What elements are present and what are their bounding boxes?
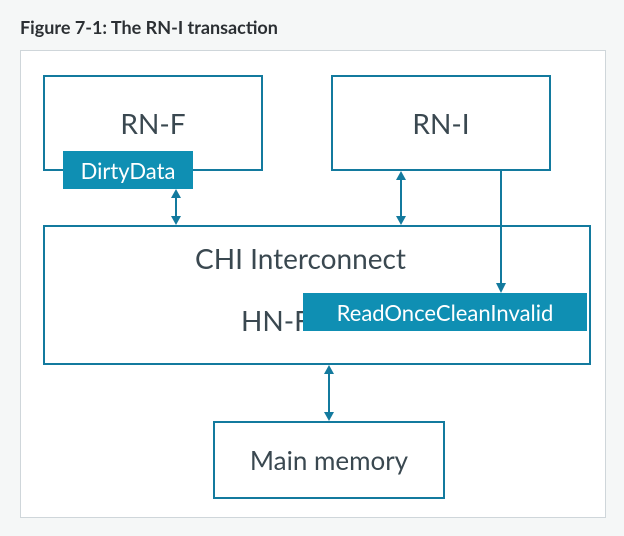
figure-caption: Figure 7-1: The RN-I transaction	[20, 16, 278, 38]
node-hnf-label: HN-F	[241, 303, 310, 337]
edge-chi-mem	[321, 365, 337, 421]
tag-roci-label: ReadOnceCleanInvalid	[337, 299, 554, 326]
diagram-frame: RN-F DirtyData RN-I CHI Interconnect HN-…	[20, 50, 606, 518]
tag-dirtydata: DirtyData	[63, 151, 193, 189]
node-main-memory: Main memory	[213, 421, 445, 499]
node-rni-label: RN-I	[412, 106, 469, 140]
tag-readoncecleaninvalid: ReadOnceCleanInvalid	[303, 293, 587, 331]
node-rni: RN-I	[331, 75, 551, 171]
edge-rnf-chi	[168, 189, 184, 225]
node-rnf-label: RN-F	[120, 106, 185, 140]
edge-rni-roci	[493, 171, 509, 293]
edge-rni-chi	[393, 171, 409, 225]
node-chi-label: CHI Interconnect	[195, 241, 406, 275]
node-main-memory-label: Main memory	[250, 444, 408, 476]
tag-dirtydata-label: DirtyData	[81, 157, 176, 184]
